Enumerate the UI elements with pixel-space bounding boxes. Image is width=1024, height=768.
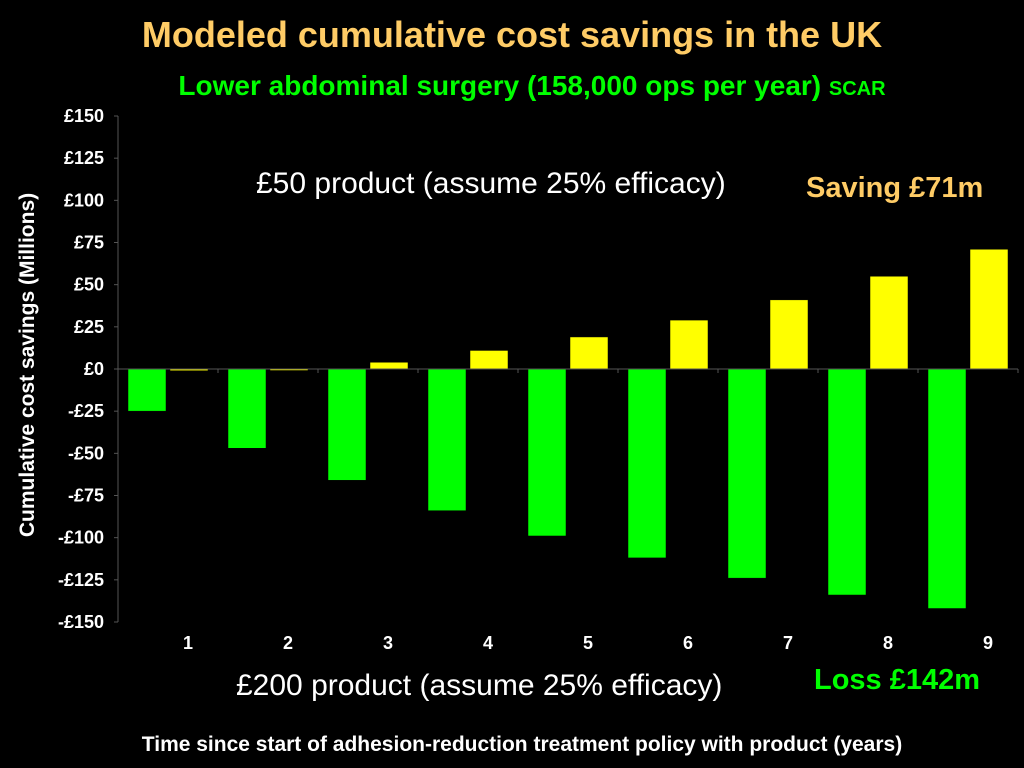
x-tick-label: 6 [683, 633, 693, 653]
yellow-bar-year-7 [769, 299, 809, 370]
top-product-annotation: £50 product (assume 25% efficacy) [256, 167, 726, 200]
y-tick-label: £100 [64, 190, 104, 210]
green-bar-year-9 [927, 368, 967, 609]
yellow-bar-year-8 [869, 275, 909, 370]
y-tick-label: £150 [64, 106, 104, 126]
x-tick-label: 8 [883, 633, 893, 653]
chart-title: Modeled cumulative cost savings in the U… [141, 14, 883, 55]
x-tick-label: 3 [383, 633, 393, 653]
yellow-bar-year-3 [369, 362, 409, 370]
x-tick-label: 7 [783, 633, 793, 653]
green-bar-year-6 [627, 368, 667, 559]
y-tick-label: £75 [74, 233, 104, 253]
x-tick-label: 5 [583, 633, 593, 653]
x-tick-label: 2 [283, 633, 293, 653]
x-tick-label: 9 [983, 633, 993, 653]
y-tick-label: £0 [84, 359, 104, 379]
green-bar-year-3 [327, 368, 367, 481]
green-bar-year-5 [527, 368, 567, 537]
yellow-bar-year-9 [969, 248, 1009, 370]
saving-annotation: Saving £71m [806, 172, 984, 204]
y-axis-label: Cumulative cost savings (Millions) [16, 192, 39, 538]
y-tick-label: £125 [64, 148, 104, 168]
chart-subtitle: Lower abdominal surgery (158,000 ops per… [0, 70, 1024, 102]
x-tick-label: 4 [483, 633, 493, 653]
green-bar-year-4 [427, 368, 467, 511]
y-tick-label: -£150 [58, 612, 104, 632]
yellow-bar-year-5 [569, 336, 609, 370]
bottom-product-annotation: £200 product (assume 25% efficacy) [236, 669, 723, 702]
y-tick-label: -£75 [68, 486, 104, 506]
subtitle-text: Lower abdominal surgery (158,000 ops per… [178, 70, 822, 101]
y-tick-label: £50 [74, 275, 104, 295]
y-tick-label: -£25 [68, 401, 104, 421]
green-bar-year-7 [727, 368, 767, 579]
subtitle-tag: SCAR [828, 78, 886, 100]
green-bar-year-1 [127, 368, 167, 412]
loss-annotation: Loss £142m [814, 664, 981, 696]
yellow-bar-year-6 [669, 319, 709, 370]
green-bar-year-2 [227, 368, 267, 449]
y-tick-label: -£50 [68, 443, 104, 463]
y-tick-label: £25 [74, 317, 104, 337]
axes-group: £150 £125 £100 £75 £50 £25 £0 -£25 -£50 -£75 -£100… [58, 106, 1019, 653]
y-tick-label: -£100 [58, 528, 104, 548]
bars-group [127, 248, 1009, 609]
x-axis-label: Time since start of adhesion-reduction t… [141, 733, 903, 756]
yellow-bar-year-4 [469, 350, 509, 370]
y-tick-label: -£125 [58, 570, 104, 590]
x-tick-label: 1 [183, 633, 193, 653]
green-bar-year-8 [827, 368, 867, 596]
